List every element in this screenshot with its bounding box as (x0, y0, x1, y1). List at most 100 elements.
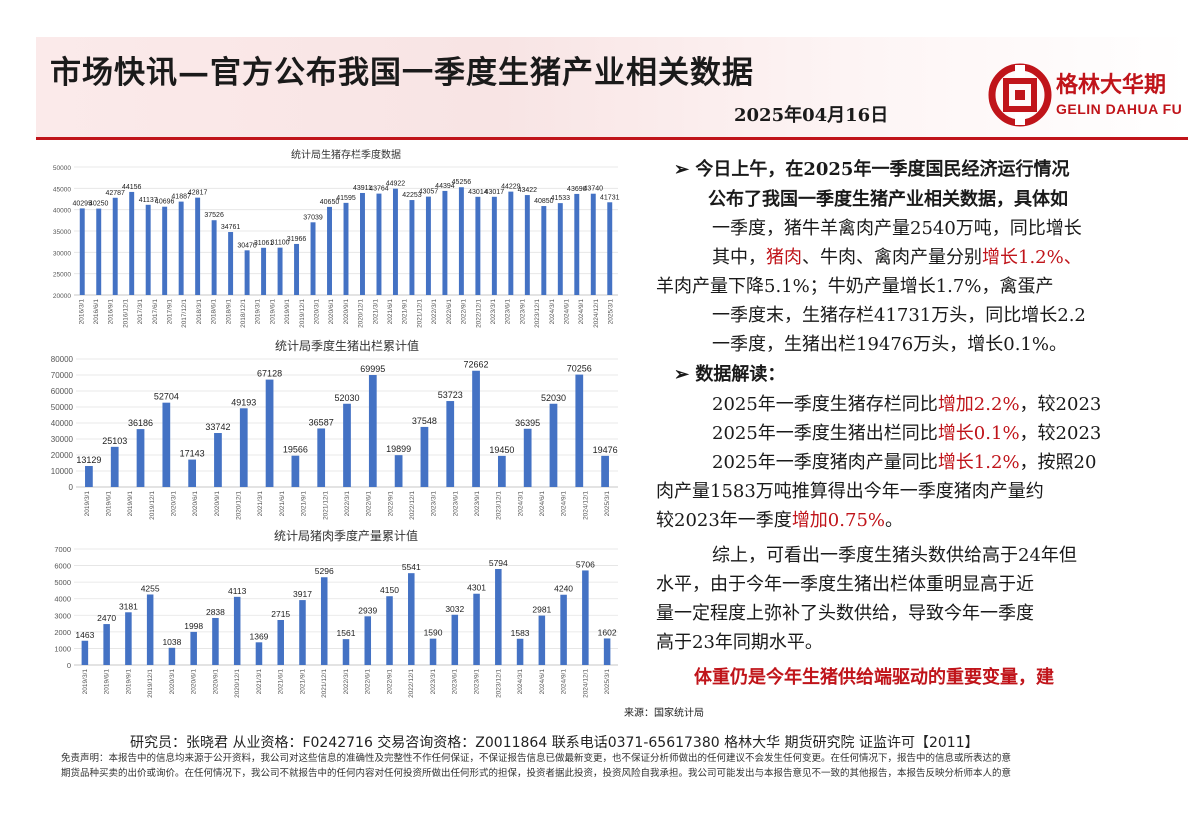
data-label: 42817 (188, 190, 208, 197)
y-tick-label: 3000 (54, 611, 71, 620)
bar (103, 624, 110, 665)
data-label: 49193 (231, 397, 256, 407)
meat-output-line: 一季度，猪牛羊禽肉产量2540万吨，同比增长 (712, 218, 1082, 239)
bar (277, 247, 283, 295)
x-tick-label: 2024/3/1 (549, 299, 556, 325)
x-tick-label: 2020/3/1 (169, 669, 176, 695)
gelin-dahua-logo (988, 63, 1052, 127)
bar (317, 428, 326, 487)
data-label: 43690 (567, 186, 587, 193)
x-tick-label: 2022/6/1 (365, 669, 372, 695)
x-tick-label: 2021/3/1 (256, 669, 263, 695)
y-tick-label: 0 (67, 661, 71, 670)
summary-line-3: 量一定程度上弥补了头数供给，导致今年一季度 (656, 603, 1034, 624)
data-label: 31100 (271, 240, 290, 247)
bar (376, 193, 382, 295)
bar (228, 232, 234, 295)
x-tick-label: 2016/9/1 (108, 299, 115, 325)
chart-svg: 统计局生猪存栏季度数据 20000 25000 30000 35000 40000 4500… (53, 148, 620, 328)
x-tick-label: 2022/6/1 (366, 491, 373, 517)
bar (560, 594, 567, 665)
footer-credentials: 研究员：张晓君 从业资格：F0242716 交易咨询资格：Z0011864 联系… (130, 735, 979, 751)
bar (136, 429, 145, 487)
x-tick-label: 2020/3/1 (314, 299, 321, 325)
data-label: 30470 (237, 242, 257, 249)
bar (386, 596, 393, 665)
data-label: 42253 (402, 192, 422, 199)
data-label: 36587 (309, 417, 334, 427)
summary-line-4: 高于23年同期水平。 (656, 632, 823, 653)
x-tick-label: 2019/9/1 (125, 669, 132, 695)
bar (394, 455, 403, 487)
x-tick-label: 2021/12/1 (416, 299, 423, 328)
data-label: 41887 (171, 194, 191, 201)
x-tick-label: 2020/6/1 (328, 299, 335, 325)
brand-name-en: GELIN DAHUA FU (1056, 101, 1183, 117)
bar (392, 188, 398, 295)
y-tick-label: 50000 (51, 403, 74, 412)
bar (523, 428, 532, 487)
page-title: 市场快讯—官方公布我国一季度生猪产业相关数据 (50, 55, 754, 91)
data-label: 3181 (119, 601, 138, 611)
y-tick-label: 80000 (51, 355, 74, 364)
bar (291, 455, 300, 487)
data-label: 44229 (501, 184, 521, 191)
data-label: 41533 (551, 195, 571, 202)
bar (408, 573, 415, 665)
data-label: 2715 (271, 609, 290, 619)
commentary: ➢ 今日上午，在2025年一季度国民经济运行情况 公布了我国一季度生猪产业相关数… (656, 147, 1188, 707)
y-tick-label: 5000 (54, 578, 71, 587)
x-tick-label: 2021/9/1 (301, 491, 308, 517)
intro-continued: 公布了我国一季度生猪产业相关数据，具体如 (708, 189, 1068, 210)
data-label: 43014 (468, 189, 488, 196)
x-tick-label: 2024/12/1 (593, 299, 600, 328)
data-label: 43422 (518, 187, 538, 194)
data-label: 2939 (358, 605, 377, 615)
data-label: 5541 (402, 562, 421, 572)
x-tick-label: 2020/9/1 (212, 669, 219, 695)
x-tick-label: 2023/9/1 (474, 491, 481, 517)
x-tick-label: 2020/9/1 (214, 491, 221, 517)
data-label: 17143 (180, 449, 205, 459)
bar (601, 455, 609, 487)
data-label: 67128 (257, 369, 282, 379)
bar (277, 620, 284, 665)
interp-pork: 2025年一季度猪肉产量同比增长1.2%，按照20 (712, 452, 1097, 473)
bar (442, 190, 448, 295)
x-tick-label: 2020/12/1 (234, 669, 241, 698)
x-tick-label: 2021/3/1 (372, 299, 379, 325)
interp-slaughter: 2025年一季度生猪出栏同比增长0.1%，较2023 (712, 423, 1102, 444)
x-tick-label: 2022/9/1 (461, 299, 468, 325)
data-label: 2981 (532, 605, 551, 615)
data-label: 40295 (73, 200, 93, 207)
data-label: 69995 (360, 364, 385, 374)
bar (575, 374, 584, 487)
bar (310, 222, 316, 295)
bar (146, 594, 154, 665)
x-tick-label: 2019/6/1 (105, 491, 112, 517)
bar (420, 426, 429, 487)
y-tick-label: 6000 (54, 562, 71, 571)
disclaimer-line-1: 免责声明：本报告中的信息均来源于公开资料，我公司对这些信息的准确性及完整性不作任… (61, 753, 1012, 764)
inventory-line: 一季度末，生猪存栏41731万头，同比增长2.2 (712, 305, 1086, 326)
x-tick-label: 2022/12/1 (475, 299, 482, 328)
x-tick-label: 2024/3/1 (517, 491, 524, 517)
data-label: 3032 (445, 604, 464, 614)
data-label: 36186 (128, 418, 153, 428)
data-label: 5794 (489, 558, 508, 568)
data-label: 41731 (600, 194, 620, 201)
data-label: 33742 (205, 422, 230, 432)
x-tick-label: 2023/12/1 (534, 299, 541, 328)
data-label: 44156 (122, 184, 142, 191)
chart-title: 统计局生猪存栏季度数据 (291, 148, 401, 161)
interp-pork-estimate: 肉产量1583万吨推算得出今年一季度猪肉产量约 (656, 481, 1044, 502)
x-tick-label: 2021/9/1 (299, 669, 306, 695)
bar (188, 459, 197, 487)
chart-title: 统计局季度生猪出栏累计值 (275, 338, 419, 353)
x-tick-label: 2024/9/1 (561, 669, 568, 695)
bar (343, 202, 349, 295)
data-label: 1998 (184, 621, 203, 631)
x-tick-label: 2023/9/1 (474, 669, 481, 695)
bar (368, 375, 377, 487)
x-tick-label: 2023/6/1 (505, 299, 512, 325)
